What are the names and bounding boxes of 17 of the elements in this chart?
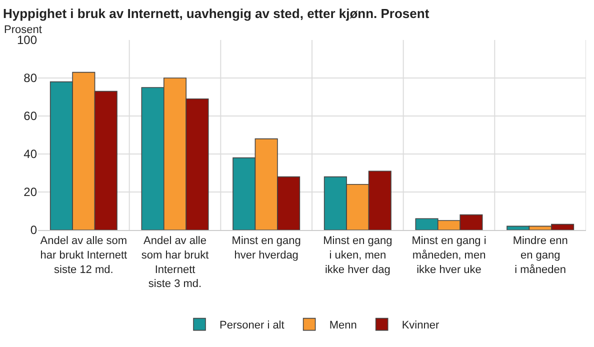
legend-label: Kvinner (402, 320, 440, 332)
x-tick-label: Minst en gang i uken, men ikke hver dag (323, 235, 392, 276)
legend-label: Menn (329, 320, 357, 332)
x-tick-label: Andel av alle som har brukt Internett siste 12 md. (40, 235, 128, 276)
x-tick-label: Andel av alle som har brukt Internett siste 3 md. (141, 235, 209, 290)
y-axis-title: Prosent (4, 24, 42, 36)
y-tick-label: 100 (16, 33, 38, 48)
y-tick-label: 60 (24, 109, 38, 124)
y-tick-label: 40 (24, 147, 38, 162)
legend-label: Personer i alt (220, 320, 284, 332)
chart-title: Hyppighet i bruk av Internett, uavhengig av sted, etter kjønn. Prosent (2, 6, 430, 21)
y-tick-label: 80 (24, 71, 38, 86)
y-tick-label: 0 (30, 223, 38, 238)
x-tick-label: Minst en gang i måneden, men ikke hver uke (412, 235, 486, 276)
x-tick-label: Minst en gang hver hverdag (232, 235, 301, 262)
y-tick-label: 20 (24, 185, 38, 200)
x-tick-label: Mindre enn en gang i måneden (512, 235, 568, 276)
